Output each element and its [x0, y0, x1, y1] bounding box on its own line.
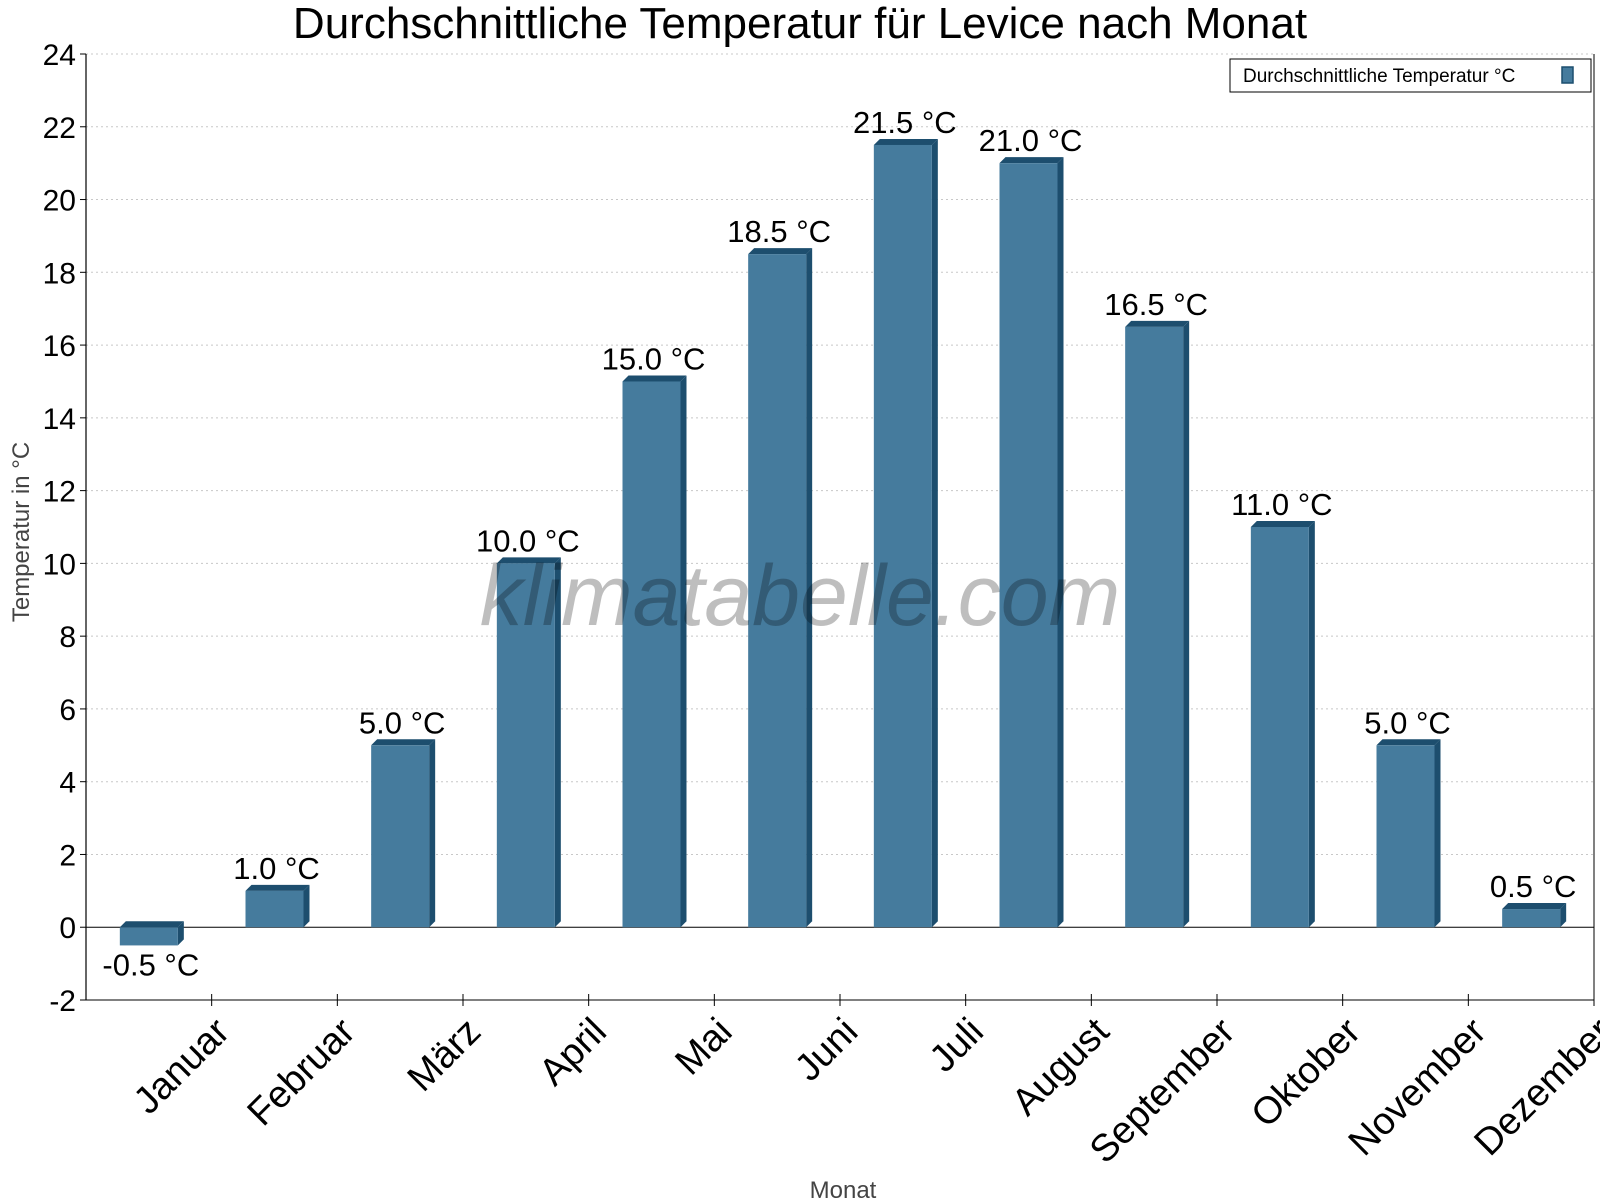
- legend-swatch: [1561, 66, 1574, 84]
- x-tick-label: Januar: [126, 1010, 238, 1122]
- bar-top: [1502, 903, 1567, 910]
- bar: [1250, 521, 1315, 928]
- x-tick-label: August: [1004, 1010, 1118, 1124]
- bar-face: [119, 927, 178, 946]
- data-label: 0.5 °C: [1490, 869, 1577, 904]
- x-tick-label: Oktober: [1244, 1010, 1370, 1136]
- x-tick-label: Juni: [787, 1010, 866, 1089]
- bar-top: [1250, 521, 1315, 527]
- bar: [748, 248, 813, 928]
- bar-top: [1376, 739, 1441, 746]
- bar-top: [999, 157, 1064, 164]
- bar: [1376, 739, 1441, 928]
- bar-top: [245, 884, 310, 891]
- bar-top: [748, 248, 813, 255]
- y-tick-label: 22: [43, 112, 76, 145]
- bar-face: [496, 563, 555, 928]
- x-tick-label: März: [400, 1010, 489, 1099]
- bar-top: [496, 557, 561, 564]
- bar: [1125, 320, 1190, 928]
- bar: [1502, 903, 1567, 928]
- y-tick-label: 10: [43, 548, 76, 581]
- bar-side: [1308, 521, 1315, 928]
- y-tick-label: 8: [59, 621, 76, 654]
- bar-top: [622, 375, 687, 382]
- data-label: 18.5 °C: [727, 214, 831, 249]
- bars: [119, 138, 1567, 946]
- bar-side: [303, 884, 310, 928]
- bar-side: [680, 375, 687, 928]
- x-tick-label: Mai: [667, 1010, 740, 1083]
- bar-face: [371, 745, 430, 928]
- legend-label: Durchschnittliche Temperatur °C: [1243, 66, 1515, 87]
- bar-side: [1183, 320, 1190, 928]
- data-label: 1.0 °C: [233, 851, 320, 886]
- y-tick-label: 18: [43, 257, 76, 290]
- data-label: 15.0 °C: [602, 341, 706, 376]
- x-tick-label: November: [1341, 1010, 1495, 1164]
- bar-face: [1376, 745, 1435, 928]
- bar: [496, 557, 561, 928]
- data-label: 21.5 °C: [853, 105, 957, 140]
- x-axis: Januar Februar März April Mai Juni Juli AugustS…: [86, 926, 1600, 1172]
- data-label: -0.5 °C: [102, 947, 199, 982]
- bar: [999, 157, 1064, 928]
- bar-side: [429, 739, 436, 928]
- data-label: 5.0 °C: [359, 705, 446, 740]
- y-tick-label: 24: [43, 39, 76, 72]
- bar-face: [748, 254, 807, 928]
- bar-face: [999, 163, 1058, 928]
- bar-face: [873, 144, 932, 928]
- x-axis-title: Monat: [810, 1177, 877, 1200]
- y-tick-label: 2: [59, 839, 76, 872]
- bar-face: [1502, 909, 1561, 928]
- bar-face: [245, 890, 304, 928]
- data-label: 10.0 °C: [476, 523, 580, 558]
- gridlines: [86, 53, 1594, 855]
- y-tick-label: 14: [43, 403, 76, 436]
- legend: Durchschnittliche Temperatur °C: [1229, 58, 1592, 93]
- x-tick-label: April: [531, 1010, 614, 1093]
- y-tick-label: 20: [43, 185, 76, 218]
- bar: [873, 138, 938, 928]
- bar: [371, 739, 436, 928]
- y-tick-label: -2: [49, 985, 76, 1018]
- bar-top: [1125, 320, 1190, 327]
- bar-side: [931, 138, 938, 928]
- bar-side: [554, 557, 561, 928]
- bar-top: [873, 138, 938, 145]
- bar-side: [806, 248, 813, 928]
- bar-face: [622, 381, 681, 928]
- bar-side: [1057, 157, 1064, 928]
- y-tick-label: 4: [59, 767, 76, 800]
- data-label: 11.0 °C: [1231, 487, 1332, 522]
- bar-face: [1125, 326, 1184, 928]
- watermark: klimatabelle.com: [480, 548, 1120, 644]
- bar-top: [371, 739, 436, 746]
- x-tick-label: Februar: [240, 1010, 364, 1134]
- data-label: 16.5 °C: [1104, 287, 1208, 322]
- data-label: 5.0 °C: [1364, 705, 1451, 740]
- chart-title: Durchschnittliche Temperatur für Levice …: [293, 0, 1307, 48]
- bar: [245, 884, 310, 928]
- y-tick-label: 16: [43, 330, 76, 363]
- bar: [119, 921, 184, 946]
- bar-face: [1250, 527, 1309, 928]
- bar: [622, 375, 687, 928]
- bar-side: [177, 921, 184, 946]
- legend-box: [1229, 58, 1592, 93]
- y-axis-title: Temperatur in °C: [8, 442, 35, 622]
- data-labels: -0.5 °C 1.0 °C 5.0 °C 10.0 °C 15.0 °C 18.5 °C…: [102, 105, 1576, 982]
- bar-side: [1560, 903, 1567, 928]
- data-label: 21.0 °C: [979, 123, 1083, 158]
- y-tick-label: 12: [43, 476, 76, 509]
- y-tick-label: 6: [59, 694, 76, 727]
- y-tick-label: 0: [59, 912, 76, 945]
- bar-top: [119, 921, 184, 928]
- x-tick-label: Juli: [922, 1010, 992, 1080]
- bar-side: [1434, 739, 1441, 928]
